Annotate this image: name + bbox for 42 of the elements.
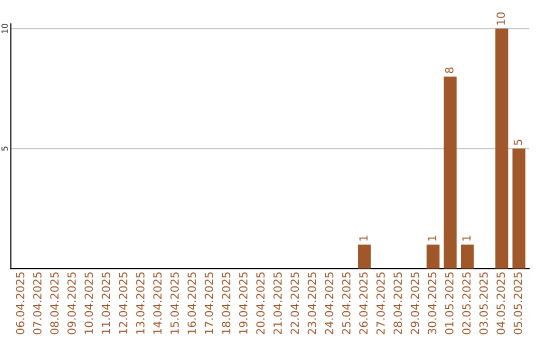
- x-tick-label: 04.05.2025: [496, 272, 505, 334]
- x-tick-label: 05.05.2025: [514, 272, 522, 334]
- x-tick-label: 14.04.2025: [153, 272, 162, 334]
- x-tick-label: 15.04.2025: [170, 272, 179, 334]
- x-tick-label: 24.04.2025: [324, 272, 334, 334]
- x-tick-label: 07.04.2025: [33, 272, 42, 334]
- data-label: 1: [359, 236, 368, 241]
- data-label: 1: [462, 236, 470, 241]
- x-tick-label: 02.05.2025: [462, 272, 471, 334]
- bar: [426, 244, 440, 269]
- x-tick-label: 16.04.2025: [188, 272, 196, 334]
- x-tick-label: 23.04.2025: [308, 272, 316, 334]
- x-tick-label: 11.04.2025: [102, 272, 110, 334]
- bar: [444, 76, 457, 269]
- data-label: 5: [514, 140, 522, 145]
- x-tick-label: 25.04.2025: [342, 272, 350, 334]
- x-tick-label: 27.04.2025: [376, 272, 385, 334]
- x-tick-label: 06.04.2025: [16, 272, 24, 334]
- x-tick-label: 13.04.2025: [136, 272, 144, 334]
- bar: [512, 148, 526, 269]
- x-tick-label: 30.04.2025: [428, 272, 436, 334]
- x-tick-label: 08.04.2025: [50, 272, 59, 334]
- data-label: 8: [445, 68, 454, 74]
- x-tick-label: 18.04.2025: [222, 272, 230, 334]
- data-label: 10: [496, 12, 505, 25]
- x-tick-label: 19.04.2025: [239, 272, 248, 334]
- x-tick-label: 26.04.2025: [359, 272, 368, 334]
- x-tick-label: 21.04.2025: [273, 272, 282, 334]
- x-tick-label: 12.04.2025: [118, 272, 128, 334]
- x-tick-label: 17.04.2025: [204, 272, 214, 334]
- bar: [495, 28, 508, 269]
- bar: [460, 244, 474, 269]
- x-tick-label: 28.04.2025: [394, 272, 402, 334]
- data-label: 1: [428, 236, 436, 241]
- x-tick-label: 22.04.2025: [290, 272, 299, 334]
- x-tick-label: 03.05.2025: [479, 272, 488, 334]
- x-tick-label: 20.04.2025: [256, 272, 265, 334]
- x-tick-label: 01.05.2025: [445, 272, 454, 334]
- bar: [358, 244, 371, 269]
- x-tick-label: 09.04.2025: [67, 272, 76, 334]
- x-tick-label: 10.04.2025: [84, 272, 93, 334]
- x-tick-label: 29.04.2025: [410, 272, 420, 334]
